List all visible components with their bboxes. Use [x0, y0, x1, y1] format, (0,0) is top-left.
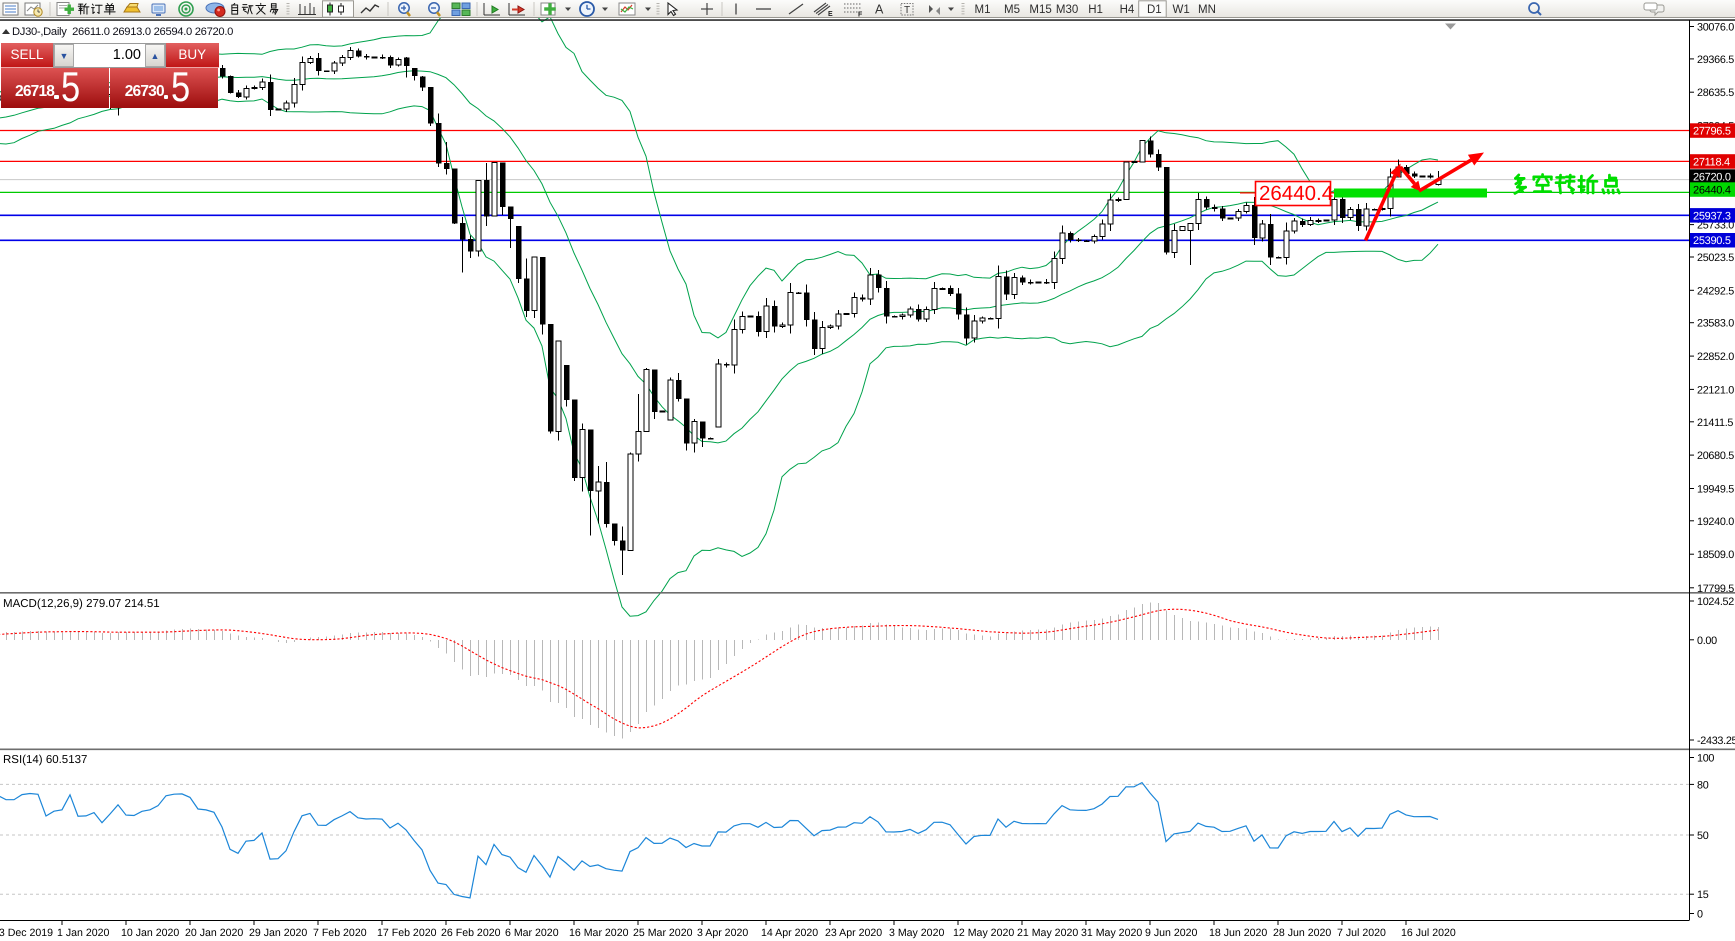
svg-text:29 Jan 2020: 29 Jan 2020 — [249, 927, 307, 939]
svg-text:0.00: 0.00 — [1697, 635, 1717, 647]
svg-text:25 Mar 2020: 25 Mar 2020 — [633, 927, 693, 939]
svg-text:26 Feb 2020: 26 Feb 2020 — [441, 927, 501, 939]
svg-text:16 Mar 2020: 16 Mar 2020 — [569, 927, 629, 939]
svg-text:100: 100 — [1697, 753, 1714, 765]
svg-text:M1: M1 — [975, 4, 991, 16]
svg-text:30076.0: 30076.0 — [1697, 22, 1734, 34]
svg-text:3 May 2020: 3 May 2020 — [889, 927, 944, 939]
svg-text:H4: H4 — [1120, 4, 1135, 16]
svg-text:7 Jul 2020: 7 Jul 2020 — [1337, 927, 1386, 939]
svg-text:23 Apr 2020: 23 Apr 2020 — [825, 927, 882, 939]
svg-text:24292.5: 24292.5 — [1697, 285, 1734, 297]
svg-text:M5: M5 — [1004, 4, 1020, 16]
svg-text:7 Feb 2020: 7 Feb 2020 — [313, 927, 367, 939]
svg-text:21 May 2020: 21 May 2020 — [1017, 927, 1078, 939]
svg-text:1 Jan 2020: 1 Jan 2020 — [57, 927, 110, 939]
svg-text:MN: MN — [1198, 4, 1216, 16]
svg-text:MACD(12,26,9) 279.07 214.51: MACD(12,26,9) 279.07 214.51 — [3, 598, 160, 610]
svg-text:9 Jun 2020: 9 Jun 2020 — [1145, 927, 1198, 939]
svg-text:-2433.25: -2433.25 — [1697, 735, 1735, 747]
svg-text:12 May 2020: 12 May 2020 — [953, 927, 1014, 939]
svg-text:T: T — [904, 5, 910, 16]
svg-text:50: 50 — [1697, 830, 1709, 842]
svg-text:80: 80 — [1697, 779, 1709, 791]
svg-text:21411.5: 21411.5 — [1697, 417, 1733, 429]
svg-text:17 Feb 2020: 17 Feb 2020 — [377, 927, 437, 939]
svg-text:27796.5: 27796.5 — [1693, 126, 1731, 138]
svg-text:20680.5: 20680.5 — [1697, 450, 1734, 462]
svg-text:25023.5: 25023.5 — [1697, 252, 1734, 264]
svg-text:H1: H1 — [1088, 4, 1103, 16]
svg-text:23 Dec 2019: 23 Dec 2019 — [0, 927, 53, 939]
svg-text:23583.0: 23583.0 — [1697, 318, 1734, 330]
svg-text:M30: M30 — [1056, 4, 1078, 16]
svg-text:19949.5: 19949.5 — [1697, 484, 1734, 496]
svg-text:14 Apr 2020: 14 Apr 2020 — [761, 927, 818, 939]
svg-text:0: 0 — [1697, 909, 1703, 921]
svg-text:E: E — [828, 11, 833, 18]
svg-text:22121.0: 22121.0 — [1697, 384, 1734, 396]
svg-text:28635.5: 28635.5 — [1697, 87, 1734, 99]
svg-text:16 Jul 2020: 16 Jul 2020 — [1401, 927, 1456, 939]
svg-text:28 Jun 2020: 28 Jun 2020 — [1273, 927, 1331, 939]
svg-text:M15: M15 — [1029, 4, 1051, 16]
svg-text:18 Jun 2020: 18 Jun 2020 — [1209, 927, 1267, 939]
svg-text:26440.4: 26440.4 — [1693, 185, 1731, 197]
svg-text:20 Jan 2020: 20 Jan 2020 — [185, 927, 243, 939]
svg-text:22852.0: 22852.0 — [1697, 351, 1734, 363]
svg-text:3 Apr 2020: 3 Apr 2020 — [697, 927, 748, 939]
svg-text:10 Jan 2020: 10 Jan 2020 — [121, 927, 179, 939]
svg-text:29366.5: 29366.5 — [1697, 54, 1734, 66]
svg-text:27118.4: 27118.4 — [1693, 156, 1730, 168]
svg-text:W1: W1 — [1173, 4, 1190, 16]
svg-text:19240.0: 19240.0 — [1697, 516, 1734, 528]
svg-text:F: F — [858, 12, 863, 19]
svg-text:1024.52: 1024.52 — [1697, 596, 1734, 608]
svg-text:18509.0: 18509.0 — [1697, 549, 1734, 561]
svg-text:17799.5: 17799.5 — [1697, 583, 1734, 595]
svg-text:D1: D1 — [1147, 4, 1162, 16]
svg-text:25390.5: 25390.5 — [1693, 235, 1731, 247]
svg-text:31 May 2020: 31 May 2020 — [1081, 927, 1142, 939]
svg-text:26720.0: 26720.0 — [1693, 172, 1731, 184]
svg-text:25937.3: 25937.3 — [1693, 210, 1731, 222]
svg-text:RSI(14) 60.5137: RSI(14) 60.5137 — [3, 754, 87, 766]
svg-text:15: 15 — [1697, 889, 1709, 901]
svg-text:6 Mar 2020: 6 Mar 2020 — [505, 927, 559, 939]
svg-text:A: A — [875, 3, 884, 17]
svg-text:26440.4: 26440.4 — [1259, 182, 1333, 205]
